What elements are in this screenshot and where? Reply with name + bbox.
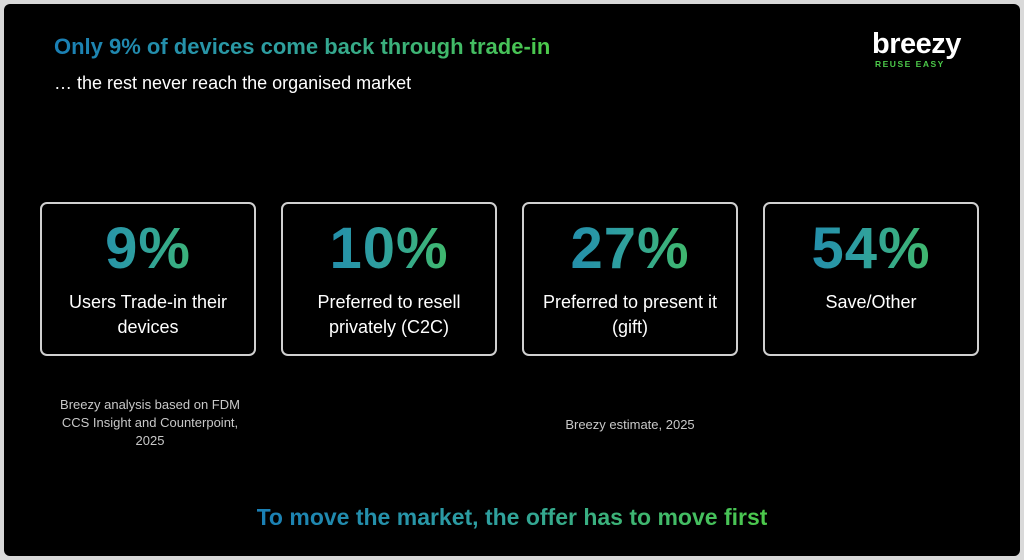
stat-label: Preferred to present it (gift) [542,292,718,337]
slide-subtitle: … the rest never reach the organised mar… [54,73,412,93]
stat-card-resell: 10% Preferred to resell privately (C2C) [281,202,497,356]
slide-title: Only 9% of devices come back through tra… [54,34,551,59]
logo-tagline: REUSE EASY [875,59,945,69]
stat-card-trade-in: 9% Users Trade-in their devices [40,202,256,356]
stat-value: 10% [283,216,495,282]
stat-card-other: 54% Save/Other [763,202,979,356]
slide: Only 9% of devices come back through tra… [4,4,1020,556]
stat-value: 27% [524,216,736,282]
stat-value: 54% [765,216,977,282]
source-note-left: Breezy analysis based on FDM CCS Insight… [60,397,240,448]
source-note-right: Breezy estimate, 2025 [565,417,695,432]
breezy-logo: breezy REUSE EASY [872,28,992,70]
logo-wordmark: breezy [872,28,961,60]
stat-label: Save/Other [825,292,917,312]
closing-tagline: To move the market, the offer has to mov… [4,504,1020,531]
stat-card-gift: 27% Preferred to present it (gift) [522,202,738,356]
stat-label: Users Trade-in their devices [68,292,228,337]
tagline-text: To move the market, the offer has to mov… [256,504,768,530]
stat-label: Preferred to resell privately (C2C) [317,292,461,337]
stat-value: 9% [42,216,254,282]
